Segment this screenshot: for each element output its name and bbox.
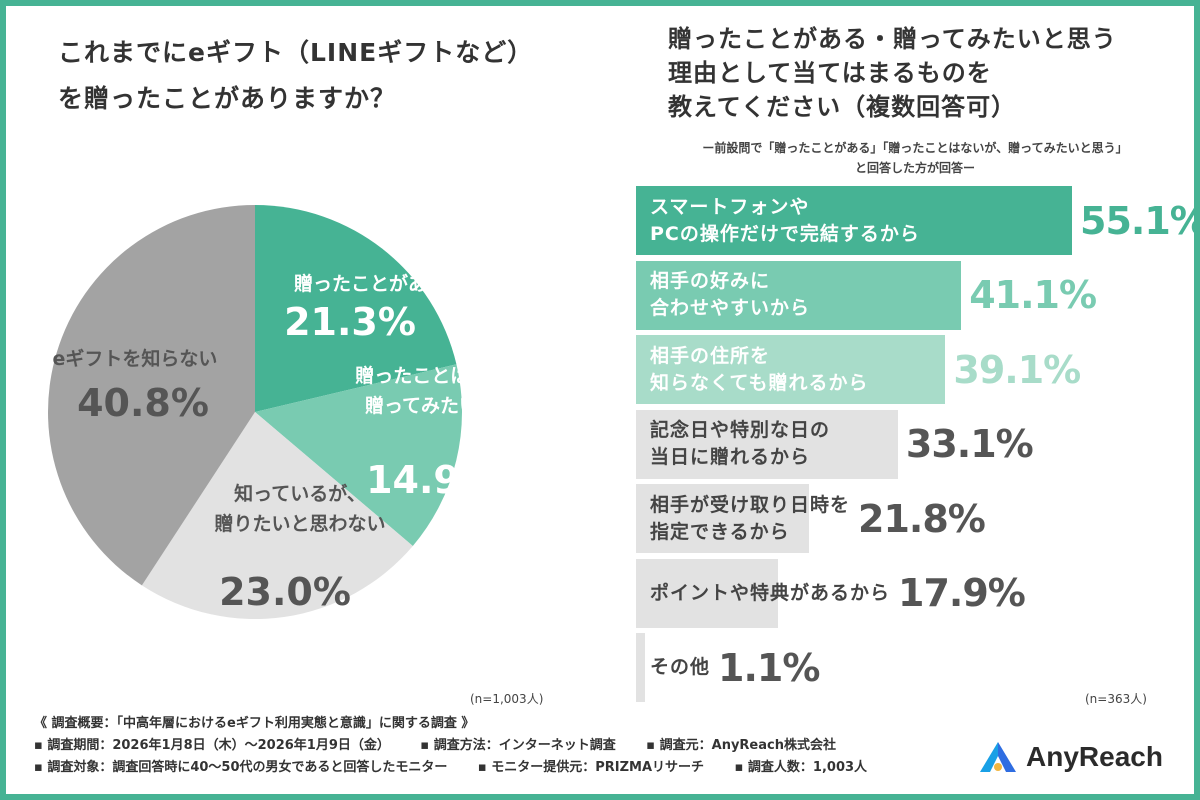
pie-slice-label: 贈ってみたいと思う [365, 394, 535, 417]
bar-title-line: 教えてください（複数回答可） [668, 93, 1017, 121]
bar-subnote: ー前設問で「贈ったことがある」「贈ったことはないが、贈ってみたいと思う」 と回答… [630, 138, 1200, 178]
footer-target: ▪ 調査対象：調査回答時に40〜50代の男女であると回答したモニター [34, 760, 448, 775]
pie-title: これまでにeギフト（LINEギフトなど） を贈ったことがありますか？ [58, 30, 533, 122]
survey-footer: 《 調査概要：「中高年層におけるeギフト利用実態と意識」に関する調査 》 ▪ 調… [34, 713, 893, 779]
pie-slice-label: 贈ったことがある [294, 272, 446, 295]
logo-text: AnyReach [1026, 741, 1163, 772]
bar-subnote-line: と回答した方が回答ー [854, 161, 975, 175]
pie-title-line: これまでにeギフト（LINEギフトなど） [58, 38, 534, 67]
footer-method: ▪ 調査方法：インターネット調査 [420, 738, 616, 753]
footer-count: ▪ 調査人数：1,003人 [734, 760, 868, 775]
pie-slice [255, 205, 457, 412]
pie-sample-size: (n=1,003人) [470, 692, 544, 706]
pie-slice-label: 贈りたいと思わない [214, 512, 385, 535]
pie-slice-value: 14.9% [366, 458, 498, 502]
footer-period: ▪ 調査期間：2026年1月8日（木）〜2026年1月9日（金） [34, 738, 390, 753]
bar-title: 贈ったことがある・贈ってみたいと思う 理由として当てはまるものを 教えてください… [668, 22, 1117, 124]
pie-slice-label: eギフトを知らない [53, 347, 218, 370]
anyreach-logo: AnyReach [978, 740, 1163, 774]
pie-slice-value: 21.3% [284, 300, 416, 344]
pie-slice-label: 知っているが、 [234, 482, 366, 505]
footer-row: ▪ 調査対象：調査回答時に40〜50代の男女であると回答したモニター ▪ モニタ… [34, 757, 893, 779]
pie-title-line: を贈ったことがありますか？ [58, 84, 397, 113]
pie-slice [255, 364, 462, 546]
pie-chart: 贈ったことがある 21.3% 贈ったことはないが、贈ってみたいと思う 14.9%知って… [48, 205, 545, 619]
footer-row: ▪ 調査期間：2026年1月8日（木）〜2026年1月9日（金） ▪ 調査方法：… [34, 735, 893, 757]
bar-title-line: 理由として当てはまるものを [668, 59, 992, 87]
anyreach-logo-icon [980, 742, 1016, 772]
footer-summary: 《 調査概要：「中高年層におけるeギフト利用実態と意識」に関する調査 》 [34, 716, 475, 731]
footer-source: ▪ 調査元：AnyReach株式会社 [646, 738, 836, 753]
pie-slice-value: 40.8% [77, 381, 209, 425]
bar-sample-size: (n=363人) [1085, 692, 1147, 706]
pie-slice [48, 205, 256, 586]
pie-slice [141, 412, 413, 619]
pie-slice-value: 23.0% [219, 570, 351, 614]
bar-title-line: 贈ったことがある・贈ってみたいと思う [668, 25, 1117, 53]
footer-provider: ▪ モニター提供元：PRIZMAリサーチ [477, 760, 705, 775]
pie-slice-label: 贈ったことはないが、 [355, 364, 545, 387]
bar-subnote-line: ー前設問で「贈ったことがある」「贈ったことはないが、贈ってみたいと思う」 [702, 141, 1128, 155]
